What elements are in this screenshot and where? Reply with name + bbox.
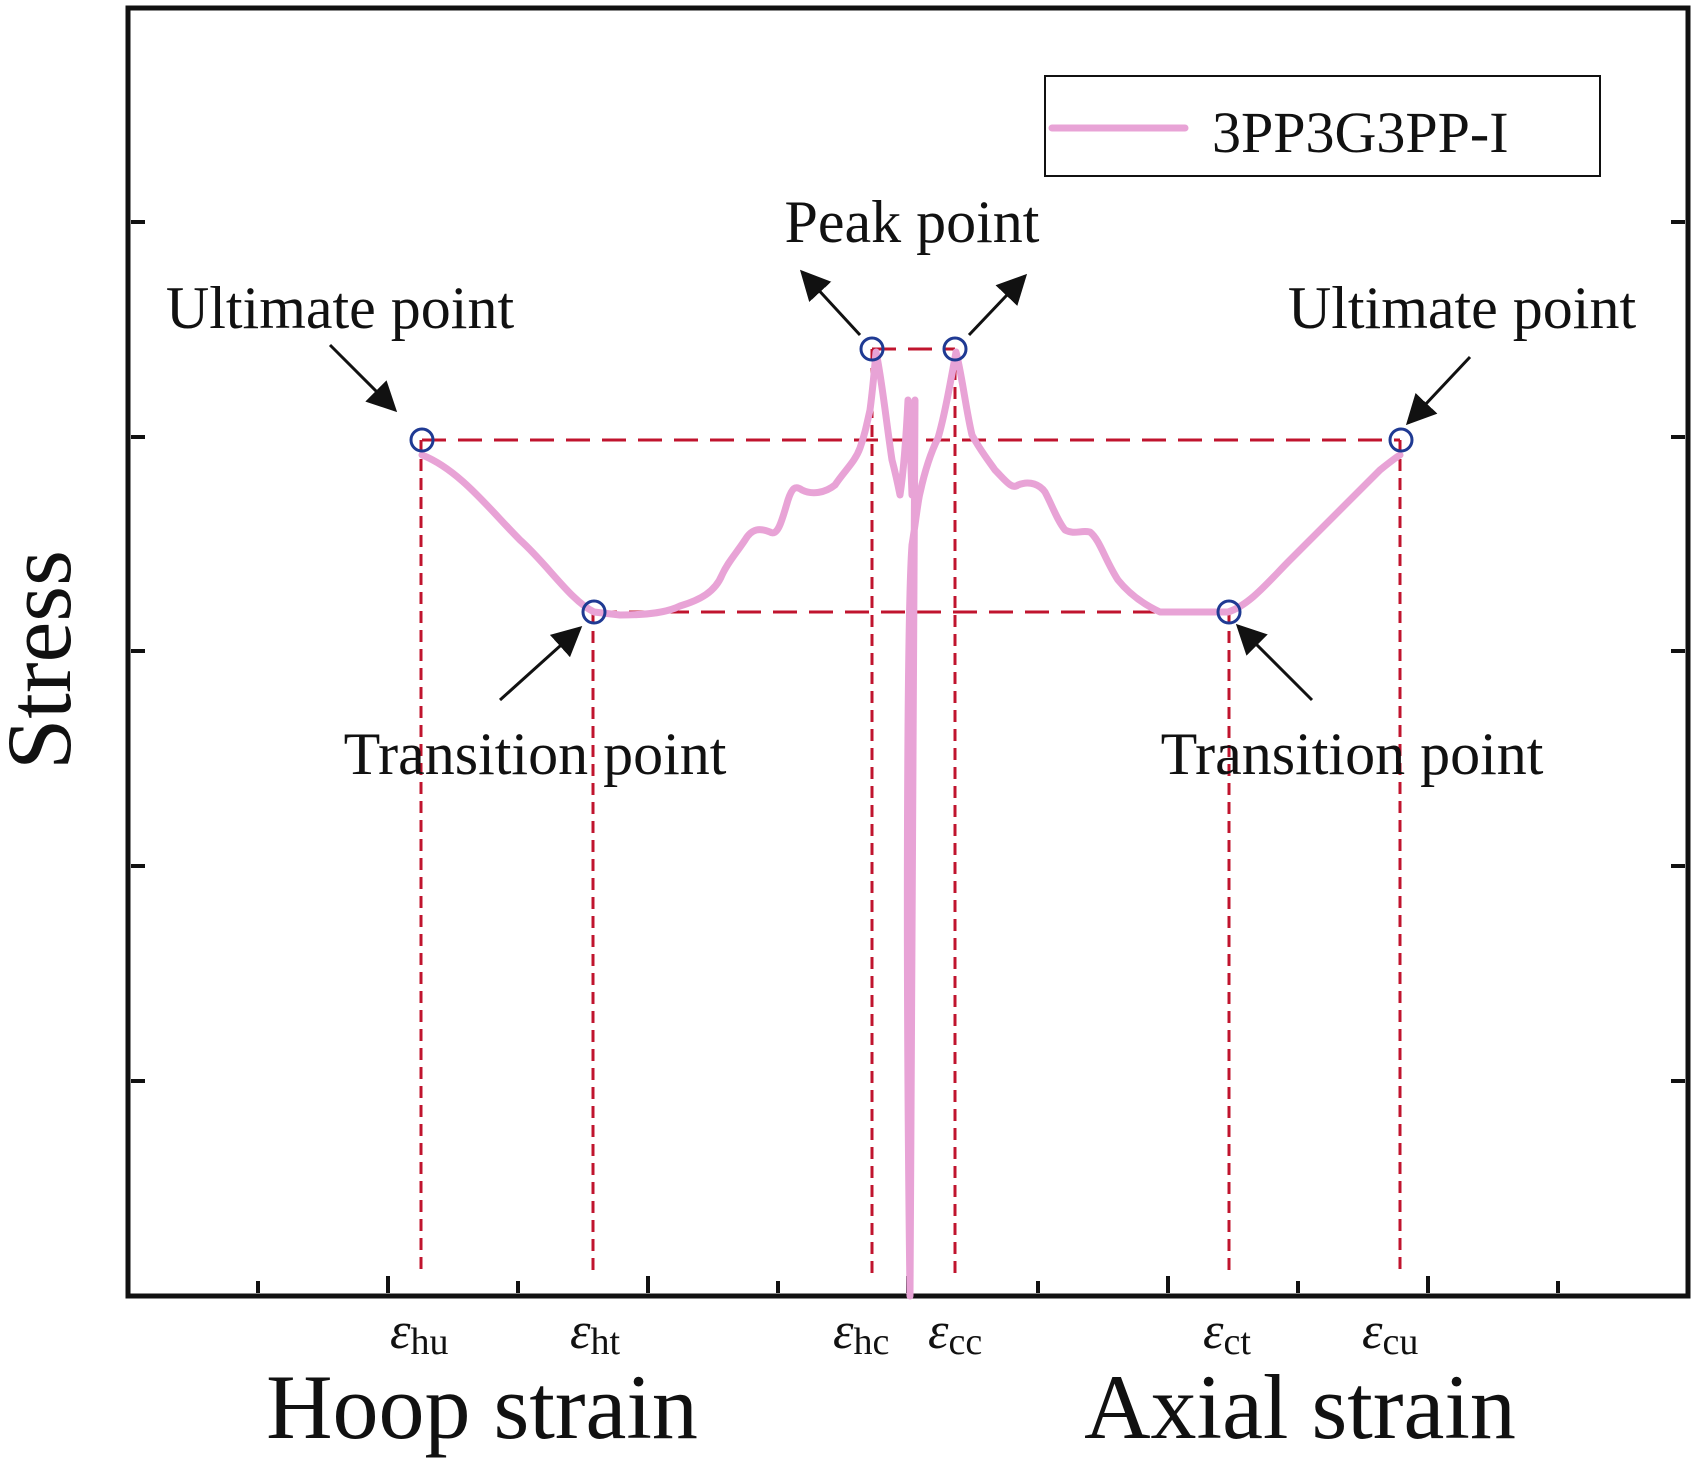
- series-line-3pp3g3pp-i: [418, 348, 1404, 1300]
- legend-label: 3PP3G3PP-I: [1212, 100, 1509, 165]
- annotation-ultimate-point-right: Ultimate point: [1288, 275, 1637, 341]
- annotation-arrows: [328, 269, 1472, 702]
- peak-point-marker-right: [942, 336, 968, 362]
- annotation-transition-point-left: Transition point: [344, 721, 727, 787]
- x-axis-title-axial: Axial strain: [1084, 1356, 1516, 1458]
- tick-label-eps-cu: εcu: [1362, 1303, 1418, 1363]
- legend-box: [1044, 75, 1601, 177]
- transition-point-marker-left: [581, 599, 607, 625]
- annotation-peak-point: Peak point: [785, 189, 1040, 255]
- x-tick-labels: εhu εht εhc εcc εct εcu: [390, 1303, 1418, 1363]
- arrow-ultimate-left: [328, 343, 398, 413]
- tick-label-eps-cc: εcc: [928, 1303, 982, 1363]
- ultimate-point-marker-right: [1388, 427, 1414, 453]
- annotation-ultimate-point-left: Ultimate point: [166, 275, 515, 341]
- legend: 3PP3G3PP-I: [1044, 75, 1601, 177]
- peak-point-marker-left: [859, 336, 885, 362]
- tick-label-eps-ht: εht: [570, 1303, 621, 1363]
- tick-label-eps-ct: εct: [1203, 1303, 1251, 1363]
- y-axis-title: Stress: [0, 550, 90, 770]
- arrow-peak-right: [967, 273, 1028, 337]
- arrow-peak-left: [799, 269, 862, 337]
- key-point-markers: [409, 336, 1414, 625]
- annotation-transition-point-right: Transition point: [1161, 721, 1544, 787]
- arrow-transition-right: [1235, 623, 1314, 702]
- x-axis-title-hoop: Hoop strain: [266, 1356, 698, 1458]
- ultimate-point-marker-left: [409, 427, 435, 453]
- tick-label-eps-hu: εhu: [390, 1303, 449, 1363]
- transition-point-marker-right: [1216, 599, 1242, 625]
- y-axis-ticks: [131, 220, 1685, 1083]
- tick-label-eps-hc: εhc: [833, 1303, 889, 1363]
- arrow-transition-left: [498, 625, 583, 702]
- arrow-ultimate-right: [1405, 355, 1472, 426]
